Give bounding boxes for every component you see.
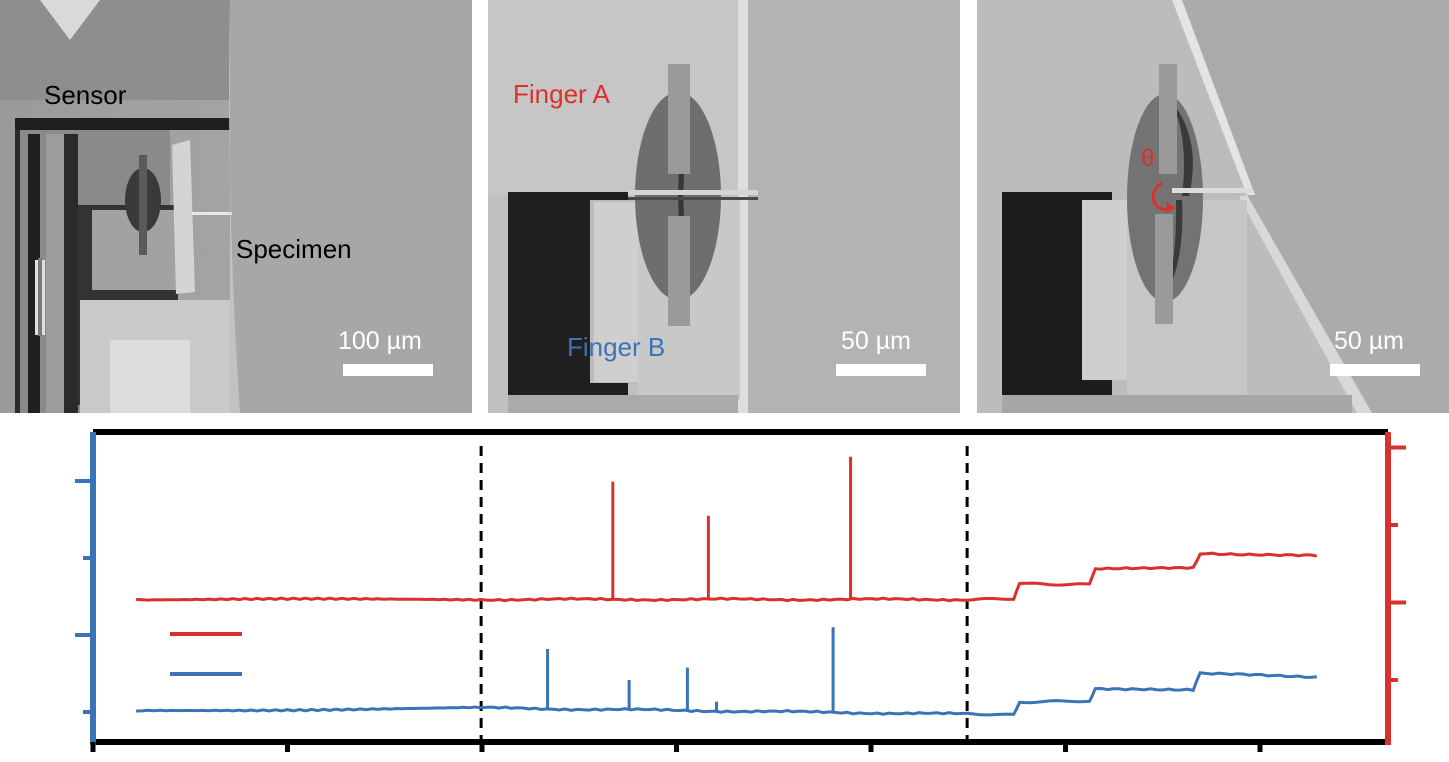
sensor-label: Sensor xyxy=(44,80,127,110)
chart-ticks xyxy=(75,445,1406,752)
chart-legend xyxy=(170,632,242,676)
sem-panel-a: Sensor Specimen 100 µm xyxy=(0,0,472,413)
sem-image-sensor-overview xyxy=(0,0,472,413)
finger-b-label: Finger B xyxy=(567,332,666,362)
sem-image-fingers xyxy=(488,0,960,413)
scale-bar-c xyxy=(1330,364,1420,376)
finger-a-label: Finger A xyxy=(513,79,610,109)
chart-series xyxy=(136,456,1318,717)
sem-panel-c: θ 50 µm xyxy=(977,0,1449,413)
signal-chart xyxy=(75,429,1406,752)
sem-panel-b: Finger A Finger B 50 µm xyxy=(488,0,960,413)
phase-boundaries xyxy=(479,446,969,740)
blue-series-line xyxy=(136,671,1317,717)
scale-bar-label-b: 50 µm xyxy=(841,327,911,355)
sem-image-rotation xyxy=(977,0,1449,413)
red-series-line xyxy=(136,551,1318,603)
specimen-label: Specimen xyxy=(236,234,352,264)
scale-bar-label-c: 50 µm xyxy=(1334,327,1404,355)
scale-bar-label-a: 100 µm xyxy=(338,327,422,355)
chart-frame xyxy=(90,429,1391,745)
theta-label: θ xyxy=(1141,145,1155,172)
scale-bar-b xyxy=(836,364,926,376)
scale-bar-a xyxy=(343,364,433,376)
